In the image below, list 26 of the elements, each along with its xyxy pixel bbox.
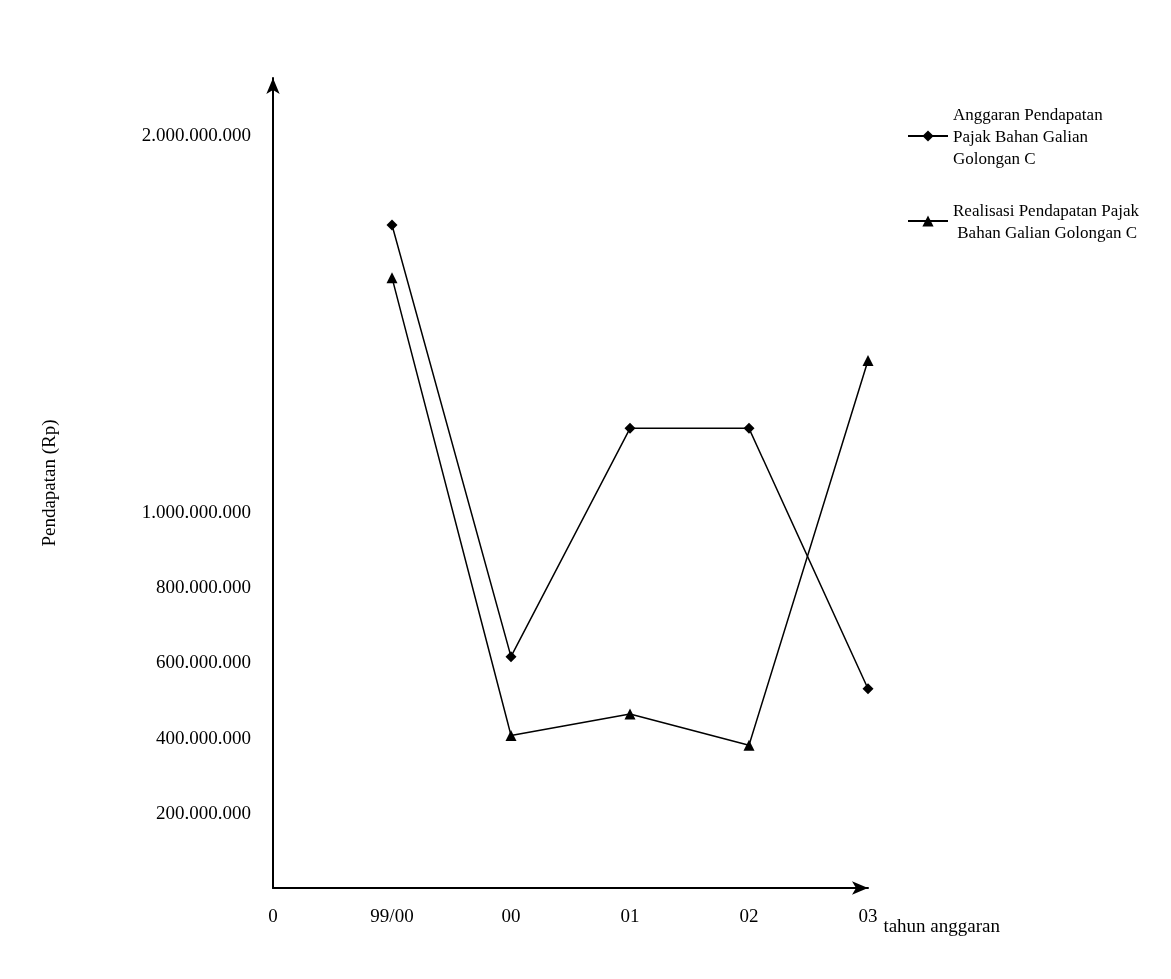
point — [624, 708, 636, 720]
point — [505, 729, 517, 741]
x-tick-label: 00 — [501, 905, 521, 926]
y-tick-label: 200.000.000 — [156, 802, 251, 824]
x-tick-label: 01 — [620, 905, 640, 926]
point — [862, 355, 874, 367]
x-tick-label: 02 — [739, 905, 759, 926]
y-tick-label: 800.000.000 — [156, 576, 251, 598]
x-tick-label: 0 — [268, 905, 278, 926]
x-tick-label: 03 — [858, 905, 878, 926]
y-axis-title: Pendapatan (Rp) — [38, 419, 60, 547]
y-tick-label: 600.000.000 — [156, 651, 251, 673]
y-tick-label: 400.000.000 — [156, 726, 251, 748]
x-tick-label: 99/00 — [370, 905, 414, 926]
y-tick-label: 2.000.000.000 — [141, 124, 251, 146]
point — [505, 651, 517, 663]
x-axis-title: tahun anggaran — [883, 915, 1001, 936]
point — [386, 272, 398, 284]
point — [743, 422, 755, 434]
y-tick-label: 1.000.000.000 — [141, 500, 251, 522]
point — [862, 683, 874, 695]
point — [624, 422, 636, 434]
legend-label: Anggaran Pendapatan Pajak Bahan Galian Golongan C — [953, 104, 1107, 168]
point — [386, 219, 398, 231]
point — [743, 739, 755, 751]
legend-label: Realisasi Pendapatan Pajak Bahan Galian Golongan C — [953, 200, 1140, 242]
